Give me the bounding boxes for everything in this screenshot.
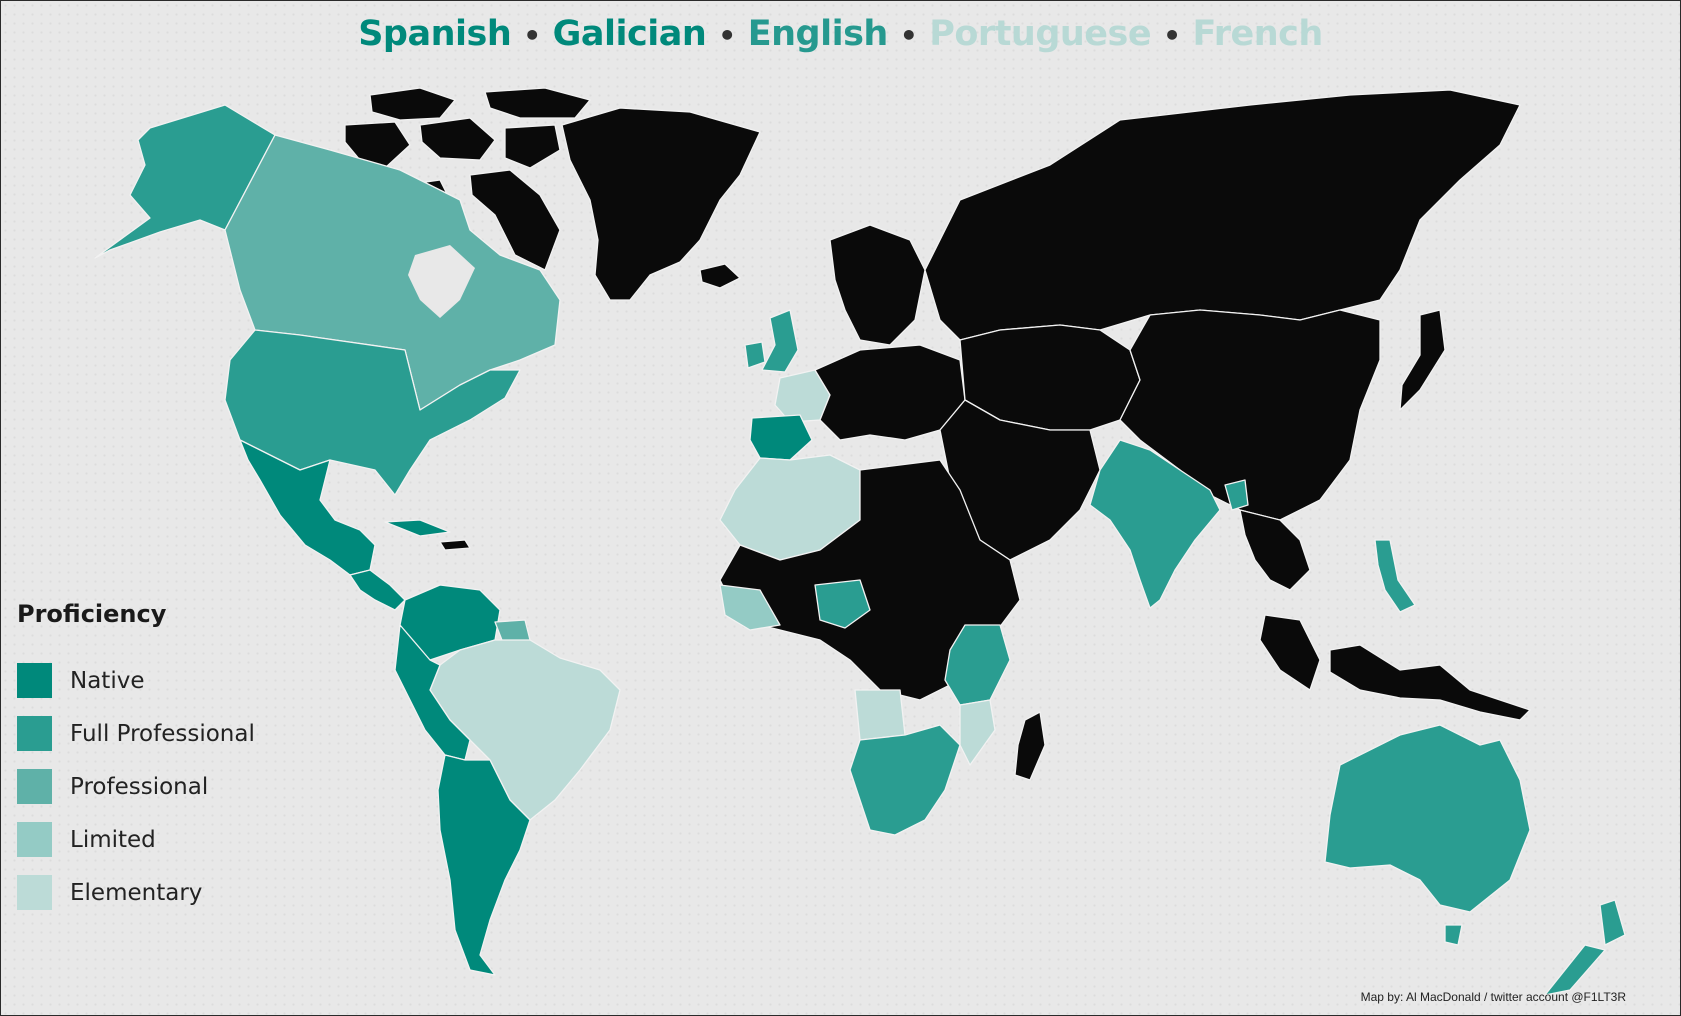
legend-swatch [17,663,52,698]
lang-french: French [1192,14,1324,54]
legend-label: Limited [70,826,156,853]
angola [854,689,906,741]
tasmania [1444,924,1463,946]
legend-label: Professional [70,773,209,800]
indonesia [1259,614,1321,691]
bangladesh [1224,479,1249,511]
southern-africa [849,724,961,836]
caribbean [439,539,471,551]
japan [1399,309,1446,411]
sahel-africa [719,459,1021,701]
legend-item-elementary: Elementary [17,866,255,919]
legend-swatch [17,716,52,751]
legend-label: Elementary [70,879,203,906]
philippines [1374,539,1416,613]
hudson-bay [408,245,475,318]
separator: • [1163,19,1181,52]
chile-argentina [437,754,531,976]
new-zealand-north [1599,899,1626,946]
west-africa-coast [719,584,781,631]
nigeria [814,579,871,629]
separator: • [899,19,918,52]
legend-swatch [17,769,52,804]
legend-label: Native [70,667,145,694]
mozambique [959,699,996,766]
separator: • [523,19,541,52]
legend-title: Proficiency [17,600,167,628]
proficiency-legend: Proficiency Native Full Professional Pro… [17,600,255,919]
legend-label: Full Professional [70,720,255,747]
lang-galician: Galician [552,14,707,54]
peru-bolivia [394,624,471,761]
india [1089,439,1221,609]
legend-item-limited: Limited [17,813,255,866]
spain [749,414,813,461]
languages-title: Spanish • Galician • English • Portuguese • Fren… [0,14,1681,54]
legend-swatch [17,822,52,857]
legend-item-full-professional: Full Professional [17,707,255,760]
greenland [561,107,761,301]
lang-portuguese: Portuguese [929,14,1152,54]
lang-english: English [747,14,889,54]
separator: • [718,19,736,52]
uk [761,309,799,373]
madagascar [1014,711,1046,781]
central-america [349,569,406,611]
legend-item-native: Native [17,654,255,707]
southeast-asia [1239,509,1311,591]
china-mongolia [1119,309,1381,521]
continental-europe [814,344,966,441]
cuba [384,519,451,537]
legend-item-professional: Professional [17,760,255,813]
russia [924,89,1521,341]
iceland [699,263,741,289]
australia [1324,724,1531,913]
map-credit: Map by: Al MacDonald / twitter account @… [1360,990,1626,1004]
indonesia-islands [1329,644,1531,721]
lang-spanish: Spanish [358,14,512,54]
ireland [744,341,766,369]
norway-sweden-finland [829,224,926,346]
mexico [239,439,376,576]
new-zealand-south [1544,944,1606,996]
legend-swatch [17,875,52,910]
